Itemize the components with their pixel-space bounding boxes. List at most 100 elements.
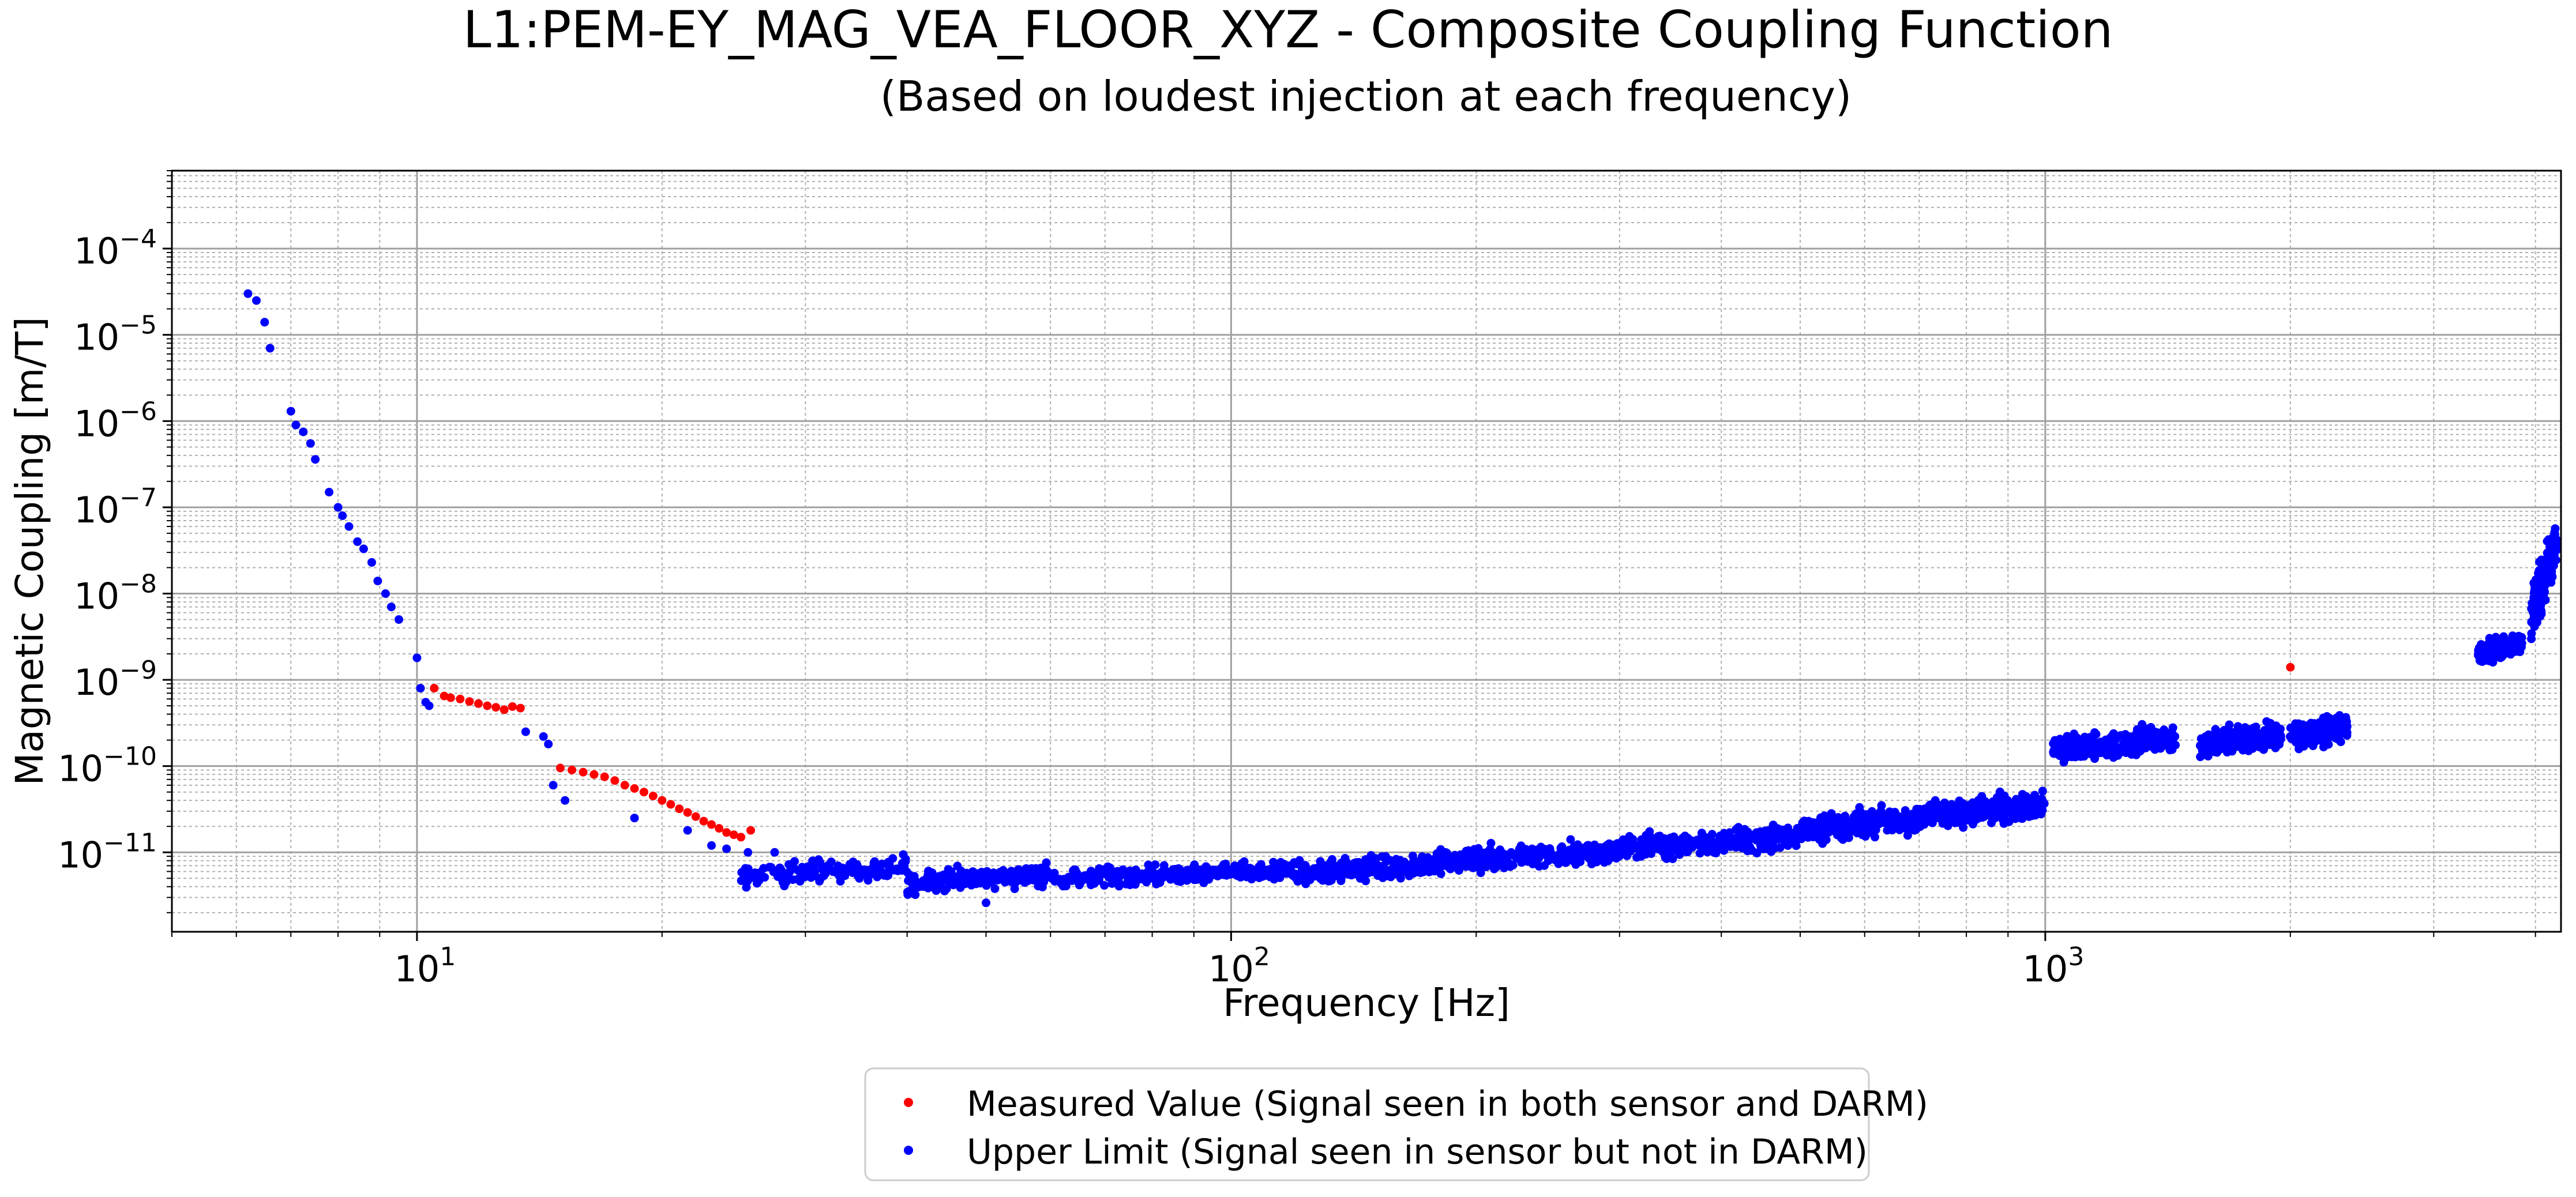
measured-point	[508, 702, 517, 711]
upper-limit-point	[1486, 838, 1496, 848]
upper-limit-point	[1236, 872, 1245, 882]
upper-limit-point	[291, 420, 301, 430]
upper-limit-point	[1302, 867, 1312, 876]
upper-limit-point	[2315, 721, 2325, 730]
upper-limit-point	[1617, 837, 1626, 846]
upper-limit-point	[1110, 874, 1120, 883]
upper-limit-point	[544, 740, 553, 748]
upper-limit-point	[1773, 824, 1782, 833]
upper-limit-point	[1973, 814, 1982, 823]
upper-limit-point	[2025, 812, 2034, 821]
upper-limit-point	[2138, 730, 2147, 739]
measured-point	[658, 796, 667, 805]
upper-limit-point	[1407, 867, 1417, 876]
upper-limit-point	[1275, 873, 1285, 882]
upper-limit-point	[1474, 844, 1483, 853]
y-tick-label: 10−6	[74, 397, 157, 445]
upper-limit-point	[2108, 741, 2117, 750]
upper-limit-point	[1903, 831, 1912, 840]
upper-limit-point	[1762, 844, 1771, 853]
measured-point	[699, 816, 708, 826]
measured-point	[579, 767, 588, 777]
upper-limit-point	[1230, 868, 1239, 878]
upper-limit-point	[412, 653, 422, 663]
upper-limit-point	[1353, 869, 1362, 879]
upper-limit-point	[1351, 861, 1361, 870]
y-tick-label: 10−8	[74, 569, 157, 617]
upper-limit-point	[549, 781, 558, 790]
upper-limit-point	[1042, 858, 1051, 867]
upper-limit-point	[859, 870, 868, 879]
measured-point	[610, 776, 619, 785]
upper-limit-point	[1566, 835, 1575, 844]
upper-limit-point	[1057, 879, 1065, 888]
upper-limit-point	[1442, 848, 1451, 857]
measured-point	[430, 684, 439, 693]
legend-marker-measured	[904, 1098, 913, 1107]
measured-point	[589, 770, 599, 779]
upper-limit-point	[425, 701, 434, 710]
upper-limit-point	[1037, 868, 1046, 877]
upper-limit-point	[1142, 878, 1151, 887]
upper-limit-point	[1719, 846, 1729, 855]
upper-limit-point	[1744, 830, 1753, 839]
upper-limit-point	[1230, 861, 1240, 870]
upper-limit-point	[2007, 807, 2017, 816]
upper-limit-point	[1014, 871, 1023, 880]
upper-limit-point	[2329, 719, 2338, 728]
upper-limit-point	[1213, 872, 1222, 880]
upper-limit-point	[2063, 742, 2072, 751]
upper-limit-point	[2297, 723, 2307, 732]
y-tick-label: 10−9	[74, 656, 157, 703]
upper-limit-point	[299, 427, 308, 436]
upper-limit-point	[2167, 727, 2176, 736]
upper-limit-point	[2305, 729, 2315, 738]
upper-limit-point	[1254, 870, 1263, 879]
upper-limit-point	[561, 796, 570, 805]
upper-limit-point	[386, 603, 396, 612]
upper-limit-point	[780, 882, 789, 891]
upper-limit-point	[1010, 884, 1019, 893]
upper-limit-point	[1540, 849, 1549, 858]
upper-limit-point	[1763, 831, 1772, 840]
upper-limit-point	[1738, 844, 1747, 853]
upper-limit-point	[1667, 837, 1676, 846]
upper-limit-point	[2331, 731, 2340, 740]
upper-limit-point	[1364, 868, 1373, 878]
upper-limit-point	[1719, 833, 1728, 842]
upper-limit-point	[2215, 745, 2224, 754]
upper-limit-point	[1987, 818, 1996, 827]
upper-limit-point	[1734, 837, 1744, 846]
upper-limit-point	[1839, 827, 1848, 836]
upper-limit-point	[1417, 867, 1426, 876]
measured-point	[456, 694, 465, 703]
upper-limit-point	[1022, 864, 1031, 873]
upper-limit-point	[1469, 863, 1478, 872]
upper-limit-point	[2340, 728, 2349, 737]
upper-limit-point	[2222, 748, 2232, 757]
upper-limit-point	[2151, 743, 2160, 752]
upper-limit-point	[1895, 825, 1904, 834]
upper-limit-point	[786, 867, 795, 876]
legend: Measured Value (Signal seen in both sens…	[864, 1067, 1928, 1181]
upper-limit-point	[1980, 797, 1989, 806]
upper-limit-point	[539, 732, 548, 741]
x-tick-label: 103	[2022, 942, 2084, 990]
upper-limit-point	[367, 558, 376, 567]
upper-limit-point	[2484, 656, 2494, 665]
upper-limit-point	[243, 289, 253, 298]
upper-limit-point	[815, 876, 824, 886]
upper-limit-point	[1764, 838, 1773, 847]
upper-limit-point	[775, 869, 784, 879]
upper-limit-point	[1642, 848, 1651, 857]
upper-limit-point	[1920, 820, 1929, 829]
upper-limit-point	[1745, 842, 1755, 852]
upper-limit-point	[2496, 641, 2505, 650]
upper-limit-point	[2037, 810, 2046, 819]
upper-limit-point	[325, 488, 334, 496]
upper-limit-point	[1026, 872, 1035, 881]
upper-limit-point	[1255, 863, 1264, 872]
upper-limit-point	[1662, 850, 1671, 860]
upper-limit-point	[2513, 646, 2522, 656]
